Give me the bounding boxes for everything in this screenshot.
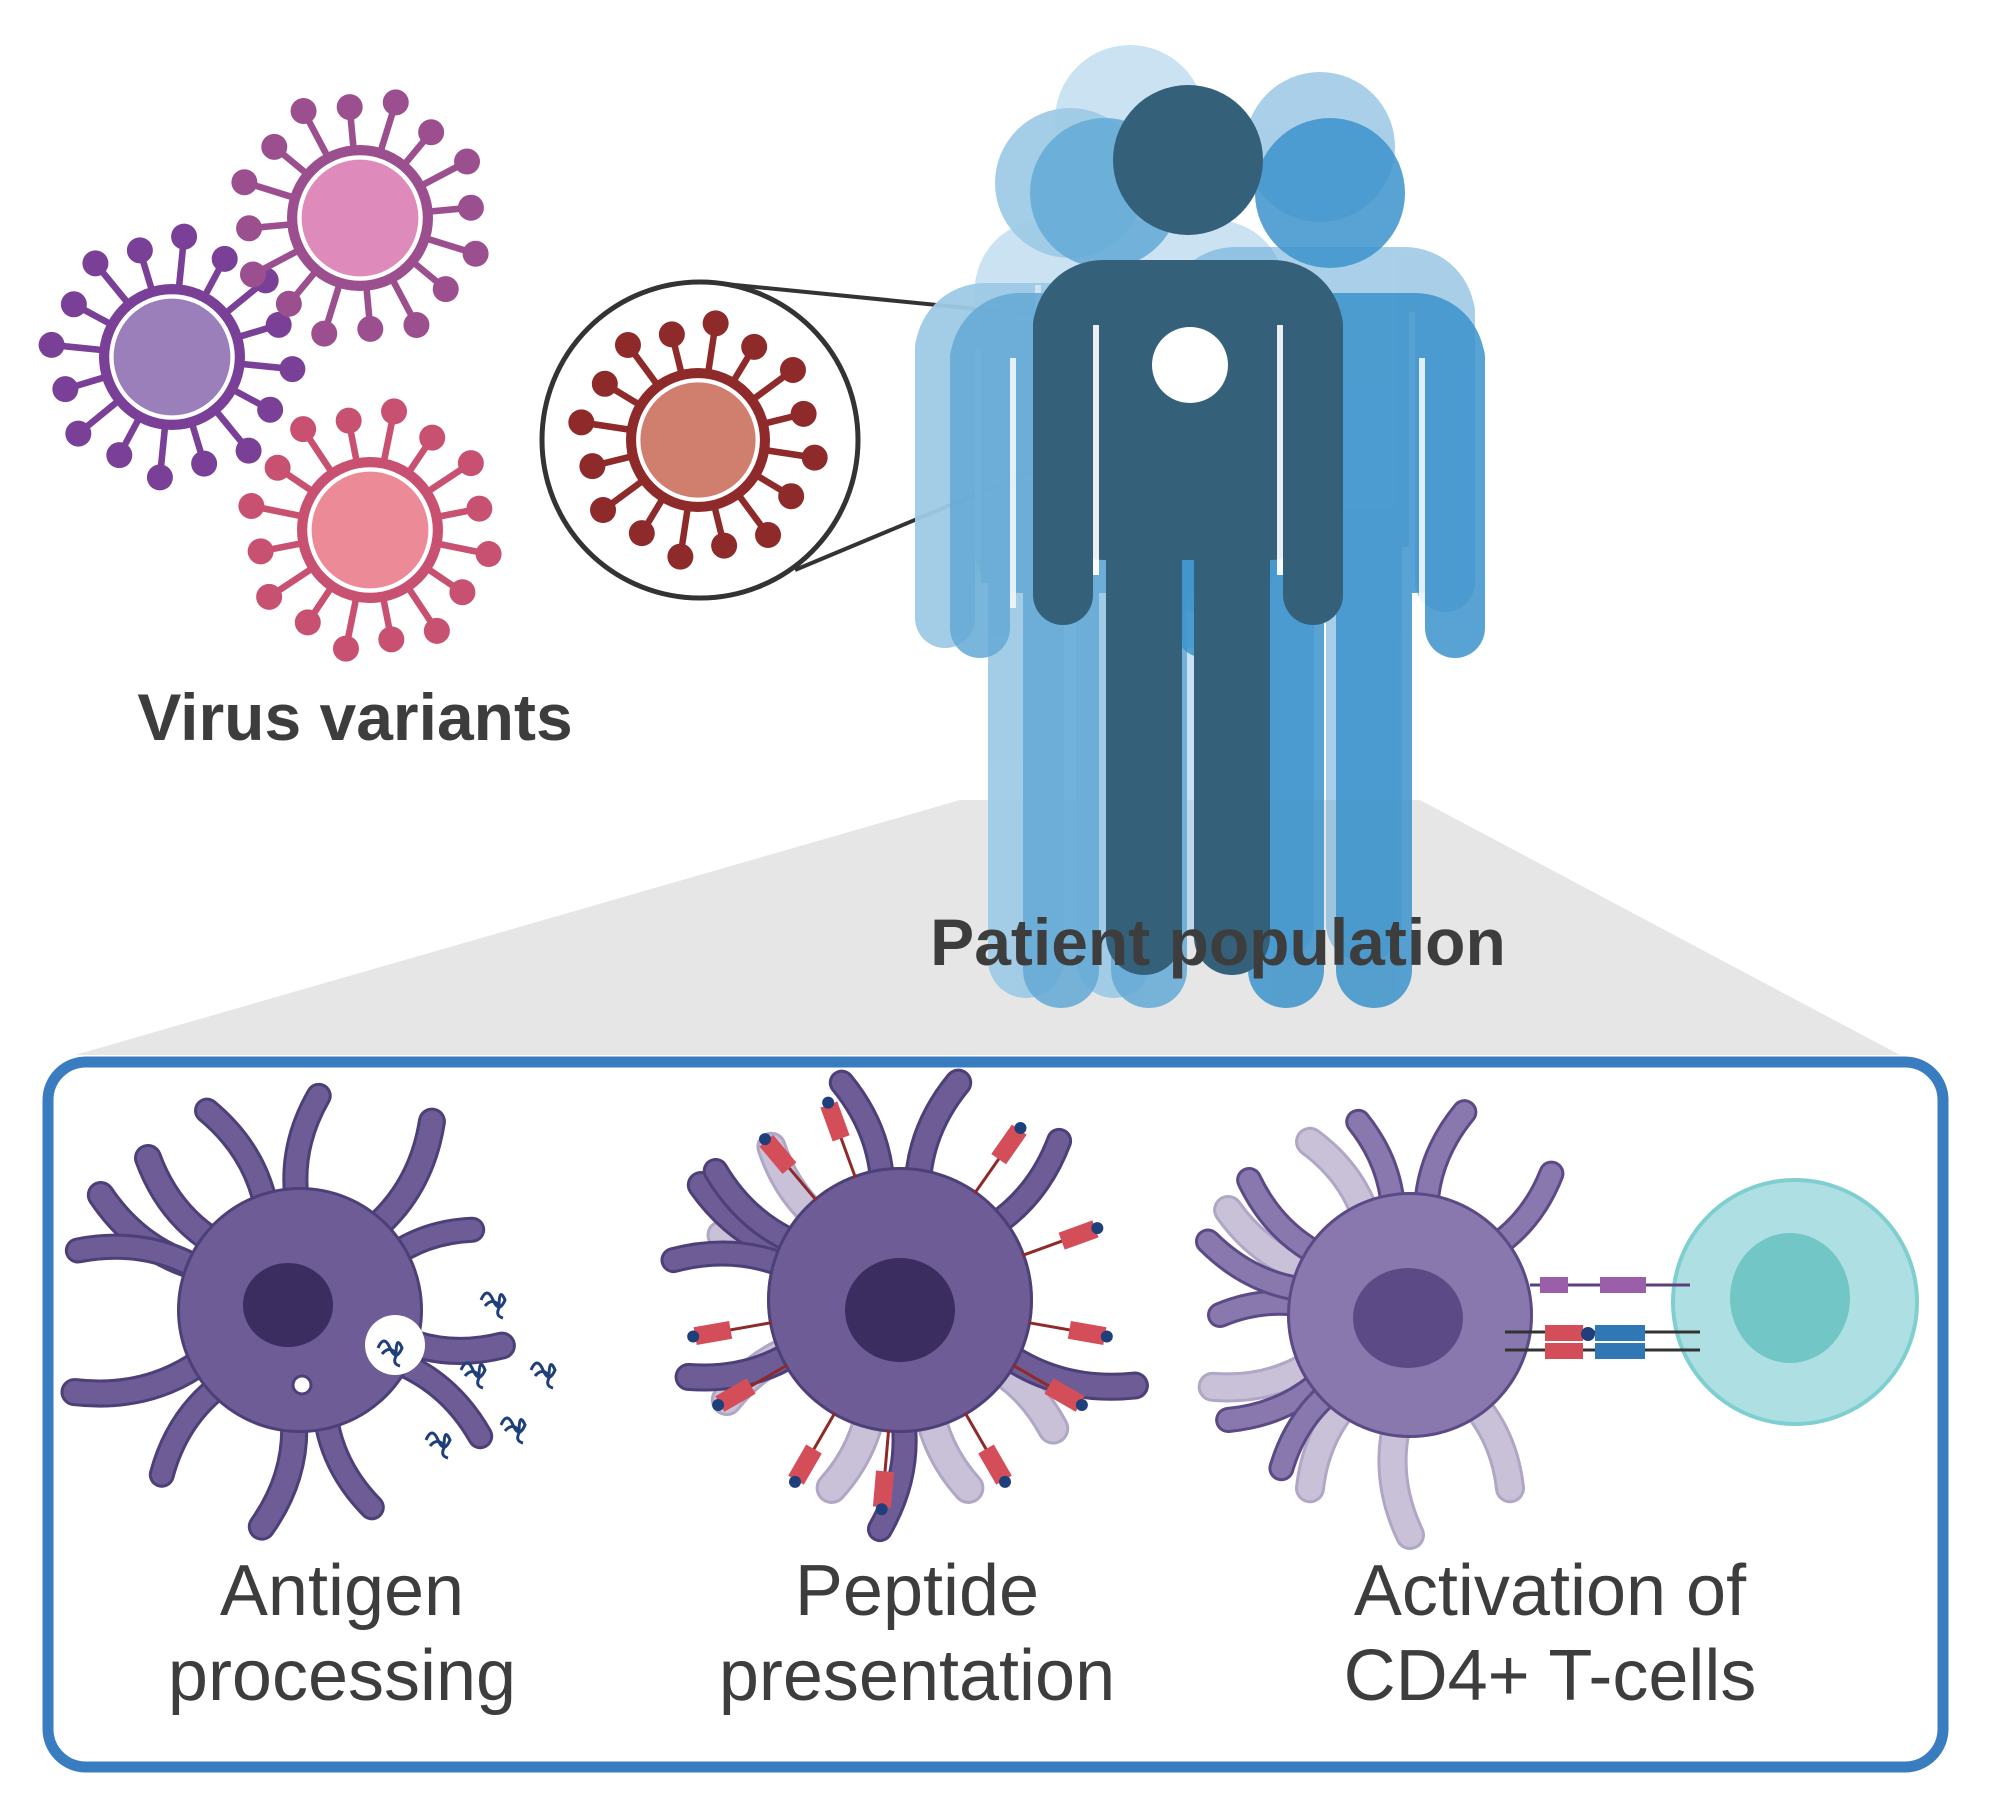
mhc-molecule xyxy=(1027,1321,1113,1345)
cell-1-vesicle xyxy=(291,1374,313,1396)
virus-purple xyxy=(38,223,306,491)
antigen-fragment xyxy=(424,1431,452,1460)
antigen-fragment xyxy=(459,1361,487,1390)
antigen-fragment xyxy=(376,1339,404,1368)
mhc-molecule xyxy=(820,1096,857,1179)
virus-magenta xyxy=(231,89,489,347)
activation-label-1: Activation of xyxy=(1354,1551,1747,1631)
t-cell-nucleus xyxy=(1730,1233,1850,1363)
cell-1-nucleus xyxy=(243,1263,333,1347)
person-front xyxy=(1033,85,1343,975)
mhc-molecule xyxy=(872,1429,894,1516)
mhc-molecule xyxy=(1021,1220,1104,1257)
mhc-molecule xyxy=(788,1411,837,1488)
antigen-processing-label-2: processing xyxy=(168,1636,516,1716)
cell-1-engulf-pocket xyxy=(365,1315,425,1375)
mhc-molecule xyxy=(712,1363,789,1412)
virus-rose xyxy=(238,398,502,662)
virus-red xyxy=(568,310,828,570)
antigen-fragment xyxy=(499,1416,527,1445)
virus-variants-group xyxy=(38,89,502,662)
mhc-molecule xyxy=(973,1121,1027,1195)
virus-variants-label: Virus variants xyxy=(137,680,572,754)
antigen-fragment xyxy=(529,1361,557,1390)
activation-label-2: CD4+ T-cells xyxy=(1344,1636,1757,1716)
peptide-presentation-label-2: presentation xyxy=(719,1636,1115,1716)
infection-spot xyxy=(1152,327,1228,403)
peptide-presentation-label-1: Peptide xyxy=(795,1551,1039,1631)
mhc-molecule xyxy=(963,1411,1012,1488)
mhc-molecule xyxy=(759,1133,818,1202)
immune-synapse xyxy=(1505,1277,1700,1359)
mhc-molecule xyxy=(1011,1363,1088,1412)
patient-population-figures xyxy=(915,45,1485,1008)
patient-population-label: Patient population xyxy=(930,905,1506,979)
antigen-processing-label-1: Antigen xyxy=(220,1551,464,1631)
magnified-virus xyxy=(568,310,828,570)
cell-2-nucleus xyxy=(845,1258,955,1362)
zoom-wedge xyxy=(75,800,1900,1055)
mhc-molecule xyxy=(687,1321,773,1345)
cell-3-nucleus xyxy=(1353,1268,1463,1368)
antigen-fragment xyxy=(479,1291,507,1320)
cells-group xyxy=(60,1068,1919,1550)
